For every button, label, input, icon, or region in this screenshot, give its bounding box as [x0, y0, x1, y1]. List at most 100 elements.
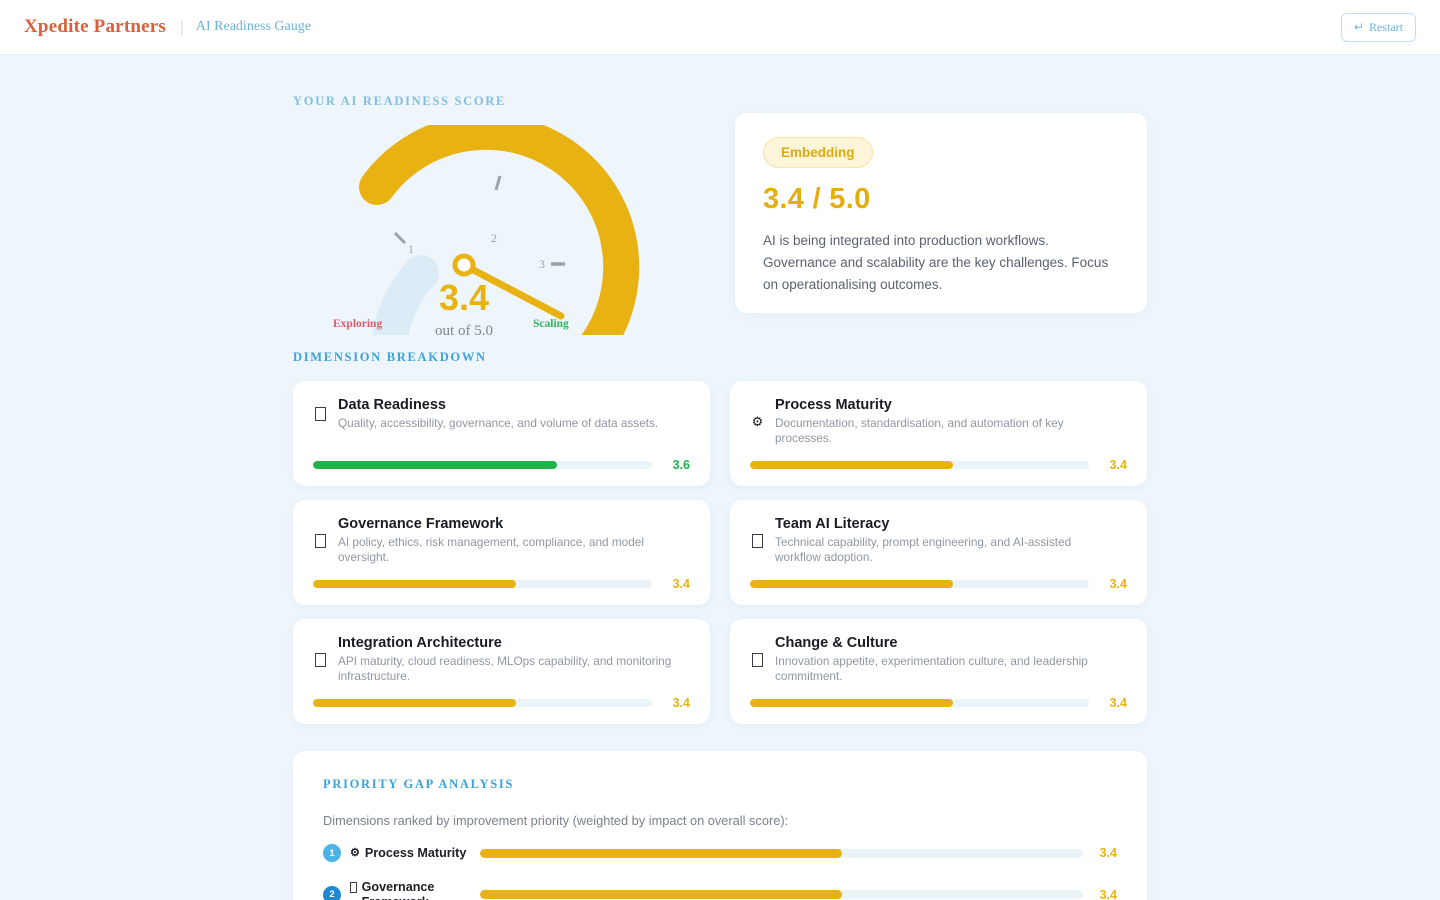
dimension-card[interactable]: Change & Culture Innovation appetite, exp…: [730, 619, 1147, 724]
dimension-score-value: 3.4: [1109, 696, 1127, 710]
dimension-card[interactable]: Team AI Literacy Technical capability, pr…: [730, 500, 1147, 605]
score-summary-card: Embedding 3.4 / 5.0 AI is being integrat…: [735, 113, 1147, 313]
dimension-score-row: 3.4: [313, 577, 690, 591]
dimension-icon: [750, 652, 765, 667]
gear-icon: ⚙: [751, 413, 764, 429]
dimension-header: Change & Culture Innovation appetite, exp…: [750, 635, 1127, 684]
priority-dimension-name: Governance Framework: [350, 880, 480, 900]
top-bar: Xpedite Partners | AI Readiness Gauge ↵ …: [0, 0, 1440, 55]
missing-glyph-icon: [315, 407, 326, 421]
missing-glyph-icon: [752, 652, 763, 667]
dimension-score-row: 3.4: [750, 458, 1127, 472]
gauge-tick-label-1: 1: [408, 242, 414, 256]
dimension-text: Change & Culture Innovation appetite, exp…: [775, 635, 1115, 684]
dimension-icon: [313, 407, 328, 422]
readiness-gauge: 1 2 3 5 3.4 out of 5.0: [359, 125, 640, 335]
gauge-value-arc: [359, 125, 640, 335]
priority-name-text: Governance Framework: [361, 880, 435, 900]
dimension-progress-fill: [750, 699, 954, 707]
restart-button[interactable]: ↵ Restart: [1340, 12, 1416, 42]
dimension-card[interactable]: Governance Framework AI policy, ethics, r…: [293, 500, 710, 605]
priority-progress-fill: [480, 890, 842, 899]
dimension-title: Change & Culture: [775, 635, 898, 651]
gauge-value-text: 3.4: [439, 277, 489, 318]
dimension-score-value: 3.4: [672, 577, 690, 591]
missing-glyph-icon: [752, 533, 763, 548]
dimension-subtitle: Quality, accessibility, governance, and …: [338, 416, 659, 430]
missing-glyph-icon: [315, 652, 326, 667]
dimension-text: Process Maturity Documentation, standardi…: [775, 397, 1115, 446]
gauge-tick-1: [393, 231, 407, 245]
dimension-subtitle: Innovation appetite, experimentation cul…: [775, 654, 1088, 683]
brand-separator: |: [179, 18, 184, 36]
brand-name: Xpedite Partners: [24, 16, 166, 37]
dimension-card[interactable]: ⚙ Process Maturity Documentation, standard…: [730, 381, 1147, 486]
dimension-header: ⚙ Process Maturity Documentation, standard…: [750, 397, 1127, 446]
dimension-icon: ⚙: [750, 414, 765, 429]
priority-name-text: Process Maturity: [364, 845, 467, 860]
priority-gap-card: Priority Gap Analysis Dimensions ranked …: [293, 751, 1147, 900]
priority-score-value: 3.4: [1099, 887, 1117, 900]
dimension-progress-track: [750, 461, 1089, 469]
content-wrapper: Your AI Readiness Score: [293, 94, 1147, 900]
dimension-title: Team AI Literacy: [775, 516, 890, 532]
dimension-score-row: 3.4: [750, 577, 1127, 591]
restart-label: Restart: [1369, 19, 1403, 34]
dimension-text: Integration Architecture API maturity, cl…: [338, 635, 678, 684]
dimension-header: Team AI Literacy Technical capability, pr…: [750, 516, 1127, 565]
dimension-grid: Data Readiness Quality, accessibility, go…: [293, 381, 1147, 724]
dimension-header: Governance Framework AI policy, ethics, r…: [313, 516, 690, 565]
dimension-subtitle: API maturity, cloud readiness, MLOps cap…: [338, 654, 672, 683]
priority-lead-text: Dimensions ranked by improvement priorit…: [323, 813, 789, 828]
gauge-caption: out of 5.0: [435, 323, 493, 335]
dimension-header: Data Readiness Quality, accessibility, go…: [313, 397, 690, 431]
priority-row[interactable]: 1 ⚙ Process Maturity 3.4: [323, 844, 1117, 862]
gauge-left-label: Exploring: [333, 318, 383, 330]
restart-icon: ↵: [1353, 20, 1364, 34]
missing-glyph-icon: [315, 533, 326, 548]
dimension-progress-track: [313, 461, 652, 469]
dimension-title: Process Maturity: [775, 397, 892, 413]
dimension-progress-track: [313, 699, 652, 707]
dimension-score-value: 3.4: [1109, 458, 1127, 472]
priority-progress-fill: [480, 848, 842, 858]
dimension-score-value: 3.4: [672, 696, 690, 710]
priority-rank-badge: 2: [323, 885, 341, 900]
dimension-progress-fill: [313, 699, 517, 707]
score-value: 3.4 / 5.0: [763, 183, 871, 215]
gauge-column: 1 2 3 5 3.4 out of 5.0 Exploring Scaling: [293, 113, 733, 335]
dimension-progress-fill: [313, 461, 558, 469]
score-description: AI is being integrated into production w…: [763, 233, 1109, 292]
dimension-score-row: 3.6: [313, 458, 690, 472]
app-subtitle: AI Readiness Gauge: [195, 19, 311, 34]
missing-glyph-icon: [350, 882, 357, 893]
gauge-track-arc: [372, 255, 439, 335]
dimension-progress-fill: [750, 580, 954, 588]
priority-row[interactable]: 2 Governance Framework 3.4: [323, 880, 1117, 900]
dimension-subtitle: Technical capability, prompt engineering…: [775, 535, 1072, 564]
priority-progress-track: [480, 890, 1083, 899]
gauge-clip: 1 2 3 5 3.4 out of 5.0: [293, 125, 733, 335]
dimension-header: Integration Architecture API maturity, cl…: [313, 635, 690, 684]
dimension-progress-track: [750, 699, 1089, 707]
dimension-icon: [313, 533, 328, 548]
dimension-score-value: 3.6: [672, 458, 690, 472]
priority-section-title: Priority Gap Analysis: [323, 777, 515, 791]
hero-row: 1 2 3 5 3.4 out of 5.0 Exploring Scaling…: [293, 113, 1147, 335]
dimension-progress-fill: [313, 580, 517, 588]
dimension-card[interactable]: Data Readiness Quality, accessibility, go…: [293, 381, 710, 486]
priority-dimension-name: ⚙ Process Maturity: [350, 846, 480, 861]
gauge-tick-label-3: 3: [539, 257, 545, 271]
dimension-title: Data Readiness: [338, 397, 446, 413]
page-body: Your AI Readiness Score: [0, 94, 1440, 900]
dimension-progress-fill: [750, 461, 954, 469]
gauge-needle: [460, 261, 565, 320]
dimension-subtitle: AI policy, ethics, risk management, comp…: [338, 535, 644, 564]
dimension-icon: [750, 533, 765, 548]
dimension-card[interactable]: Integration Architecture API maturity, cl…: [293, 619, 710, 724]
dimension-title: Integration Architecture: [338, 635, 502, 651]
dimension-score-row: 3.4: [750, 696, 1127, 710]
gauge-tick-2: [494, 175, 502, 191]
dimension-progress-track: [313, 580, 652, 588]
dimension-progress-track: [750, 580, 1089, 588]
